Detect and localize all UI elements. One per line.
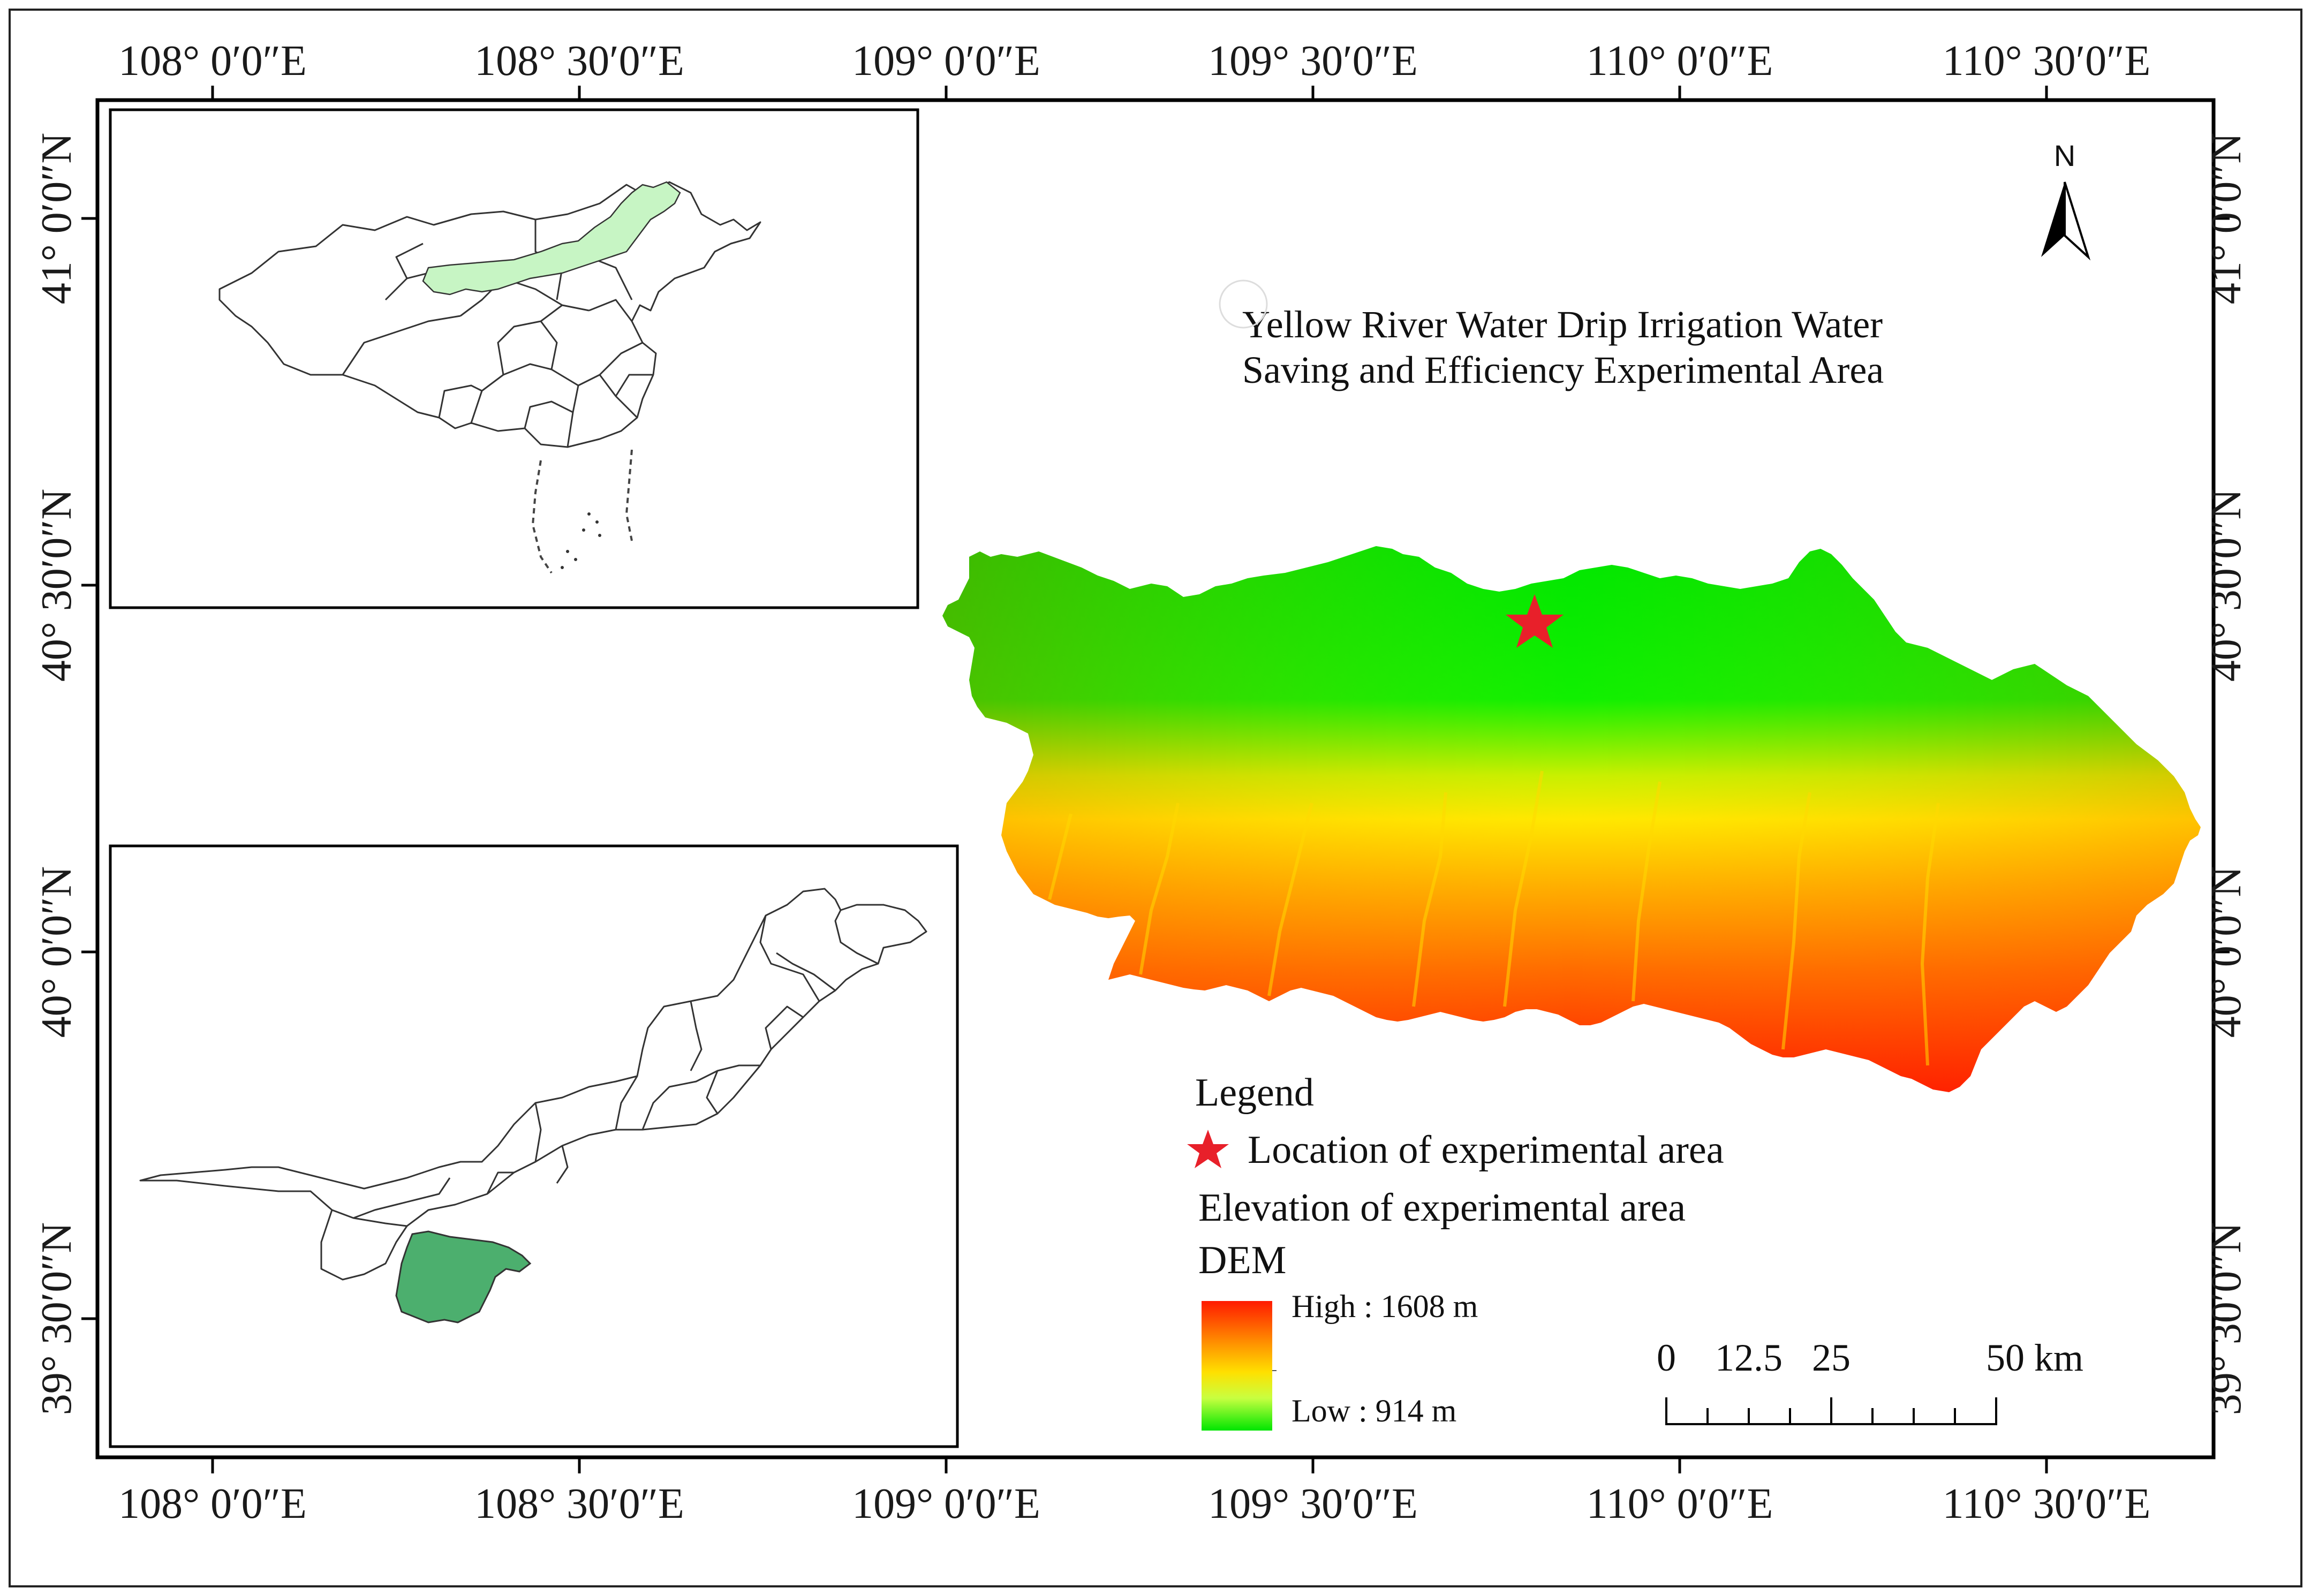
top-lon-label: 108° 30′0″E [474,37,684,85]
scale-bar: 0 12.5 25 50 km [1657,1336,2083,1425]
legend-dem-label: DEM [1198,1238,1286,1282]
right-lat-label: 39° 30′0″N [2203,1222,2250,1416]
legend-star-icon [1187,1130,1229,1168]
left-ticks [81,217,97,1320]
top-lon-label: 110° 0′0″E [1587,37,1773,85]
legend-elevation-heading: Elevation of experimental area [1198,1186,1686,1230]
right-lat-label: 40° 0′0″N [2203,866,2250,1038]
north-arrow: N [2041,139,2091,261]
dem-high-label: High : 1608 m [1292,1289,1478,1324]
page-border [9,9,2302,1587]
bottom-lon-label: 108° 30′0″E [474,1480,684,1527]
legend: Legend Location of experimental area Ele… [1187,1071,1724,1431]
legend-star-label: Location of experimental area [1248,1128,1724,1172]
inner-mongolia-inset [109,844,959,1448]
experimental-location-star [1506,594,1564,648]
left-lat-label: 39° 30′0″N [33,1222,80,1416]
faint-circle-marker [1219,279,1268,329]
map-frame [95,98,2216,1459]
top-ticks [211,86,2048,100]
scale-bar-line [1665,1397,1997,1425]
right-ticks [2214,217,2230,1320]
dem-area [942,546,2201,1092]
north-arrow-left [2041,182,2065,257]
study-region-highlight [395,1230,532,1323]
scale-label-25: 25 [1812,1336,1851,1379]
bottom-lon-label: 108° 0′0″E [118,1480,307,1527]
dem-color-ramp [1202,1301,1272,1431]
bottom-lon-label: 109° 0′0″E [852,1480,1040,1527]
left-lat-label: 40° 30′0″N [33,489,80,682]
top-lon-label: 108° 0′0″E [118,37,307,85]
left-lat-label: 41° 0′0″N [33,133,80,305]
top-lon-label: 109° 30′0″E [1208,37,1418,85]
bottom-lon-label: 109° 30′0″E [1208,1480,1418,1527]
north-label: N [2054,139,2075,172]
right-lat-label: 41° 0′0″N [2203,133,2250,305]
legend-heading: Legend [1195,1071,1314,1115]
scale-label-0: 0 [1657,1336,1676,1379]
top-lon-label: 109° 0′0″E [852,37,1040,85]
bottom-lon-label: 110° 30′0″E [1943,1480,2151,1527]
bottom-lon-label: 110° 0′0″E [1587,1480,1773,1527]
north-arrow-right [2064,181,2091,261]
china-inset [109,108,919,609]
left-lat-label: 40° 0′0″N [33,866,80,1038]
dem-low-label: Low : 914 m [1292,1393,1456,1428]
top-lon-label: 110° 30′0″E [1943,37,2151,85]
bottom-ticks [211,1457,2048,1473]
map-title-line2: Saving and Efficiency Experimental Area [1242,349,1884,391]
inner-mongolia-highlight [422,181,681,296]
scale-label-50km: 50 km [1986,1336,2083,1379]
map-title-line1: Yellow River Water Drip Irrigation Water [1242,303,1883,346]
right-lat-label: 40° 30′0″N [2203,489,2250,682]
scale-label-12-5: 12.5 [1715,1336,1783,1379]
